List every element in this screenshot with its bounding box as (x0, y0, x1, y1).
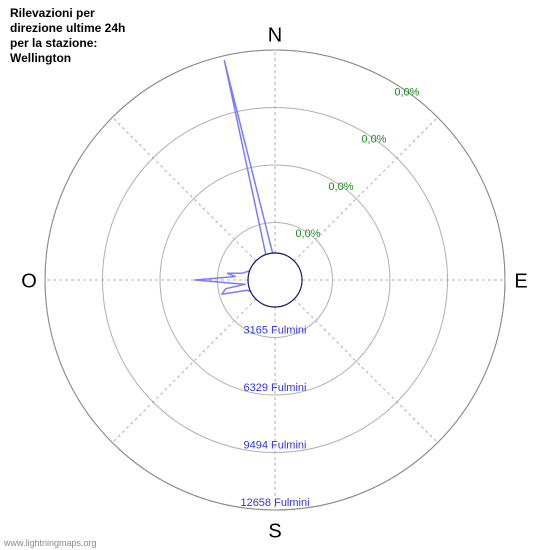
ring-fulmini-label: 3165 Fulmini (244, 325, 307, 337)
polar-chart: 0,0% 3165 Fulmini 0,0% 6329 Fulmini 0,0% 9494… (0, 0, 550, 550)
ring-pct-label: 0,0% (394, 87, 419, 99)
ring-fulmini-label: 9494 Fulmini (244, 440, 307, 452)
ring-pct-label: 0,0% (361, 134, 386, 146)
cardinal-w: O (21, 270, 37, 292)
cardinal-e: E (514, 270, 527, 292)
ring-pct-label: 0,0% (328, 181, 353, 193)
cardinal-s: S (268, 520, 281, 542)
ring-pct-label: 0,0% (295, 228, 320, 240)
ring-fulmini-label: 12658 Fulmini (240, 497, 309, 509)
ring-fulmini-label: 6329 Fulmini (244, 382, 307, 394)
cardinal-n: N (268, 24, 282, 46)
